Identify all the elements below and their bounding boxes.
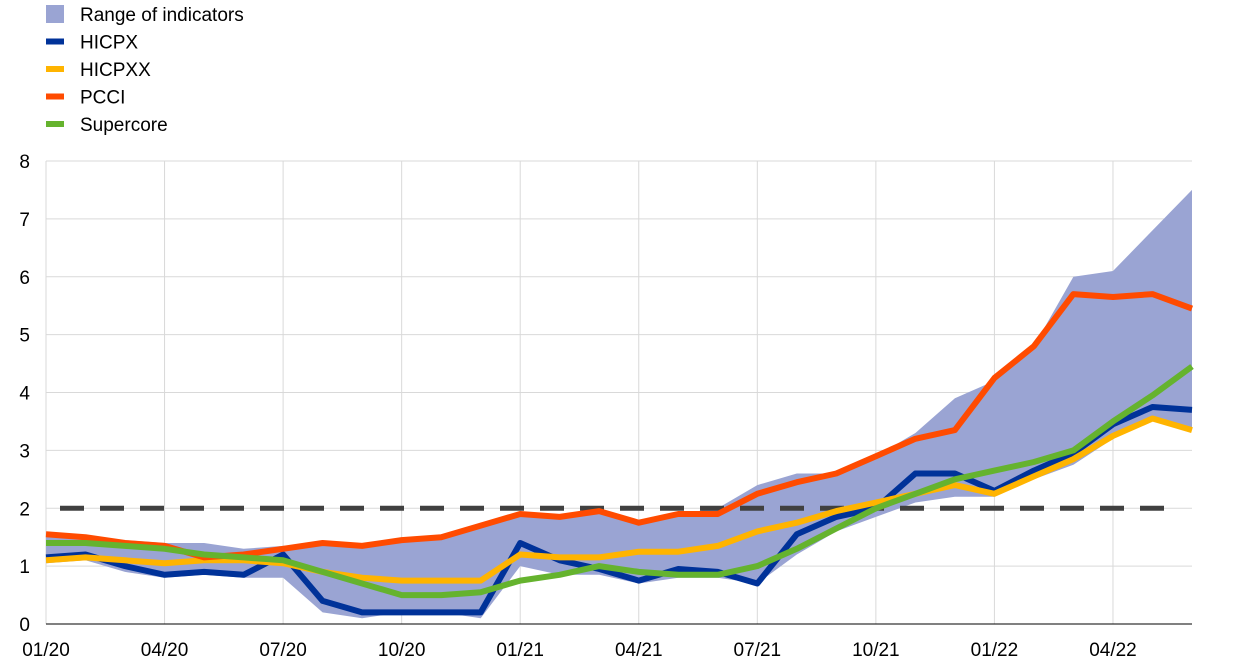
legend: Range of indicators HICPX HICPXX PCCI Superc… (46, 5, 244, 136)
x-tick-labels: 01/20 04/20 07/20 10/20 01/21 04/21 07/21 10/21… (22, 640, 1137, 661)
y-tick-label-3: 3 (19, 441, 30, 462)
legend-label-pcci: PCCI (80, 88, 125, 109)
legend-label-hicpx: HICPX (80, 33, 138, 54)
y-tick-label-4: 4 (19, 384, 30, 405)
legend-swatch-range-of-indicators (46, 5, 64, 23)
legend-swatch-hicpxx (46, 66, 64, 72)
y-tick-labels: 0 1 2 3 4 5 6 7 8 (19, 152, 30, 636)
series-lines-layer (45, 291, 1194, 616)
y-tick-label-7: 7 (19, 210, 30, 231)
x-tick-label-07-20: 07/20 (259, 640, 307, 661)
legend-label-supercore: Supercore (80, 115, 168, 136)
series-line-hicpxx (45, 415, 1193, 584)
legend-label-hicpxx: HICPXX (80, 60, 151, 81)
legend-swatch-supercore (46, 121, 64, 127)
x-tick-label-04-20: 04/20 (141, 640, 189, 661)
x-tick-label-07-21: 07/21 (734, 640, 782, 661)
y-tick-label-8: 8 (19, 152, 30, 173)
legend-label-range-of-indicators: Range of indicators (80, 5, 244, 26)
legend-swatch-hicpx (46, 38, 64, 45)
series-line-hicpx (45, 404, 1193, 616)
y-tick-label-5: 5 (19, 326, 30, 347)
series-line-supercore (46, 364, 1194, 599)
x-tick-label-01-20: 01/20 (22, 640, 70, 661)
y-tick-label-2: 2 (19, 499, 30, 520)
y-tick-label-6: 6 (19, 268, 30, 289)
x-tick-label-10-20: 10/20 (378, 640, 426, 661)
legend-swatch-pcci (46, 93, 64, 100)
x-tick-label-01-22: 01/22 (971, 640, 1019, 661)
x-tick-label-10-21: 10/21 (852, 640, 900, 661)
y-tick-label-1: 1 (19, 557, 30, 578)
x-tick-label-04-22: 04/22 (1089, 640, 1137, 661)
x-tick-label-04-21: 04/21 (615, 640, 663, 661)
y-tick-label-0: 0 (19, 615, 30, 636)
x-tick-label-01-21: 01/21 (496, 640, 544, 661)
